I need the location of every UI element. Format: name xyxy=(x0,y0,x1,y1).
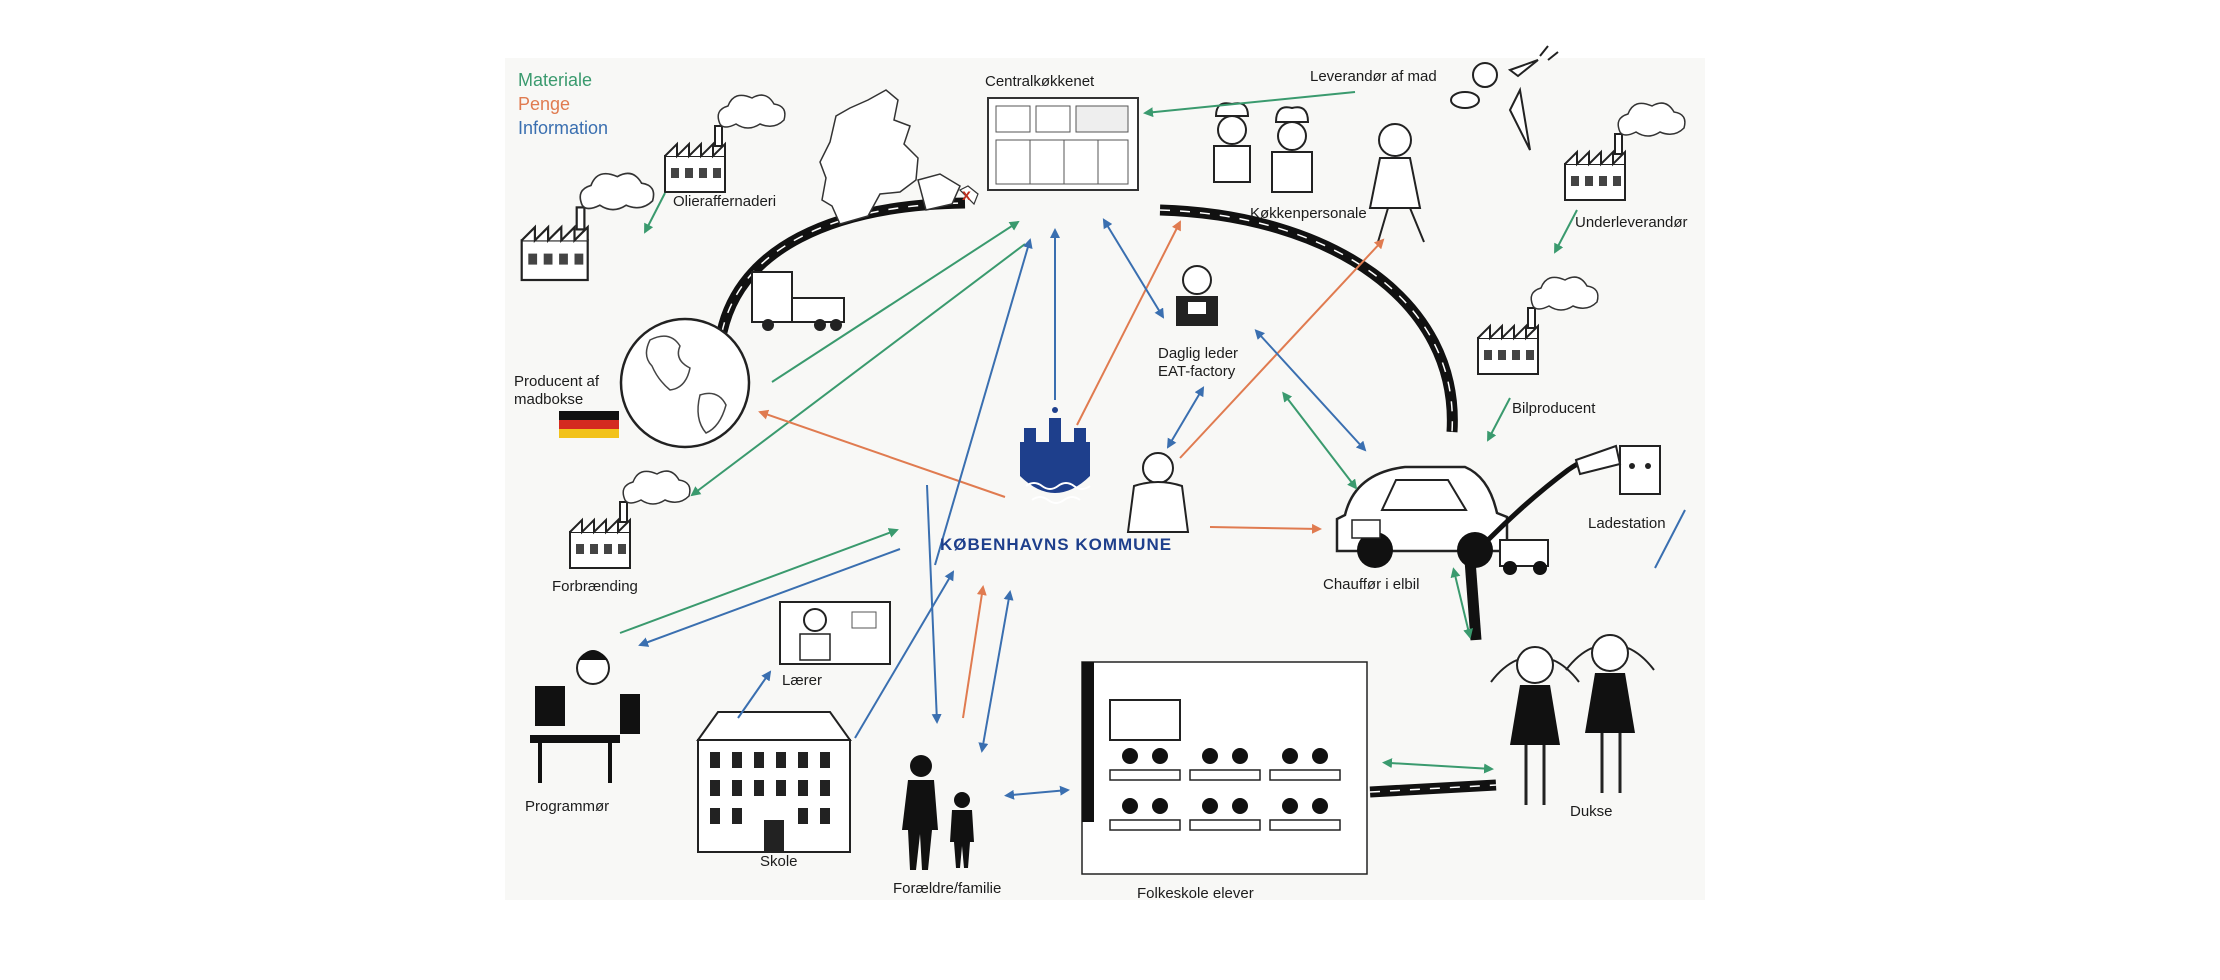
label-forbraending: Forbrænding xyxy=(552,578,638,595)
factory-icon-bilproducent xyxy=(1477,276,1599,375)
factory-icon-underleverandor xyxy=(1564,102,1686,201)
label-producent: Producent af madbokse xyxy=(514,373,600,408)
chefs-illustration xyxy=(1213,102,1313,193)
label-chauffor: Chauffør i elbil xyxy=(1323,576,1420,593)
label-olieraffinaderi: Olieraffernaderi xyxy=(673,193,777,210)
denmark-map-icon: x xyxy=(819,89,979,225)
factory-icon-producent xyxy=(520,172,655,282)
label-skole: Skole xyxy=(760,853,798,870)
material-flows xyxy=(619,91,1578,774)
school-building-icon xyxy=(696,711,852,853)
label-laerer: Lærer xyxy=(782,672,823,689)
globe-icon xyxy=(619,317,751,449)
label-underleverandor: Underleverandør xyxy=(1575,214,1688,231)
label-ladestation: Ladestation xyxy=(1588,515,1666,532)
classroom-illustration xyxy=(1081,661,1368,875)
parent-child-silhouette xyxy=(902,755,974,870)
label-dukse: Dukse xyxy=(1570,803,1613,820)
electric-car-icon xyxy=(1335,451,1607,575)
road-left xyxy=(716,197,966,334)
teacher-illustration xyxy=(779,601,891,665)
legend-material: Materiale xyxy=(518,70,593,90)
factory-icon-olieraffinaderi xyxy=(664,94,786,193)
truck-icon xyxy=(751,271,845,331)
german-flag-icon xyxy=(559,411,619,438)
svg-text:x: x xyxy=(962,187,971,204)
label-foraeldre: Forældre/familie xyxy=(893,880,1002,897)
copenhagen-coat-of-arms-icon xyxy=(1020,407,1091,504)
label-kokkenpersonale: Køkkenpersonale xyxy=(1250,205,1367,222)
two-girls-illustration xyxy=(1490,634,1655,805)
label-daglig-leder: Daglig leder EAT-factory xyxy=(1158,345,1239,380)
label-programmor: Programmør xyxy=(525,798,610,815)
label-folkeskole: Folkeskole elever xyxy=(1137,885,1254,902)
manager-illustration xyxy=(1176,265,1218,326)
center-label: KØBENHAVNS KOMMUNE xyxy=(940,535,1173,554)
label-leverandor: Leverandør af mad xyxy=(1310,68,1437,85)
programmer-illustration xyxy=(530,650,640,783)
charging-plug-icon xyxy=(1574,444,1661,495)
vegetables-icon xyxy=(1450,45,1559,151)
label-bilproducent: Bilproducent xyxy=(1512,400,1596,417)
supplier-waiter-illustration xyxy=(1368,123,1425,243)
seated-person-illustration xyxy=(1126,452,1190,533)
label-centralkokken: Centralkøkkenet xyxy=(985,73,1095,90)
legend: Materiale Penge Information xyxy=(518,68,608,140)
kitchen-illustration xyxy=(987,97,1139,191)
factory-icon-forbraending xyxy=(569,470,691,569)
legend-money: Penge xyxy=(518,94,571,114)
legend-information: Information xyxy=(518,118,609,138)
information-flows xyxy=(638,218,1686,800)
